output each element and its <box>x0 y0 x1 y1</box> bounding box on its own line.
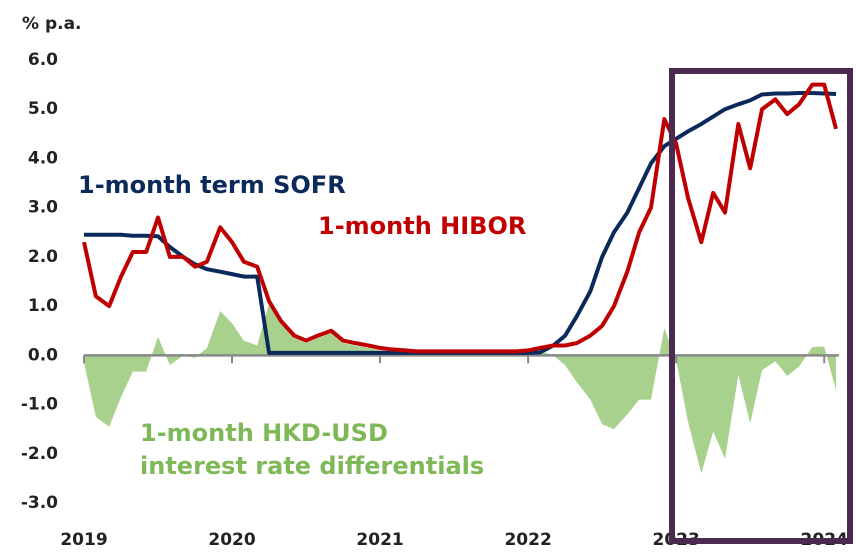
x-tick-label: 2019 <box>60 530 107 550</box>
sofr-label: 1-month term SOFR <box>78 171 346 199</box>
diff-label: 1-month HKD-USD interest rate differenti… <box>140 419 484 480</box>
y-tick-label: 6.0 <box>28 50 58 70</box>
x-tick-label: 2020 <box>208 530 255 550</box>
y-tick-label: 1.0 <box>28 296 58 316</box>
series-line <box>82 82 838 354</box>
diff-label-line: 1-month HKD-USD <box>140 419 388 447</box>
y-tick-label: 2.0 <box>28 247 58 267</box>
x-tick-label: 2022 <box>504 530 551 550</box>
line-layer <box>82 82 838 355</box>
axis-layer <box>83 354 839 364</box>
y-tick-label: 4.0 <box>28 148 58 168</box>
x-tick-label: 2021 <box>356 530 403 550</box>
area-layer <box>84 303 837 474</box>
y-tick-label: -3.0 <box>21 493 58 513</box>
y-tick-label: -1.0 <box>21 395 58 415</box>
y-tick-label: 3.0 <box>28 198 58 218</box>
highlight-box <box>669 68 853 544</box>
y-tick-label: -2.0 <box>21 444 58 464</box>
y-tick-label: 0.0 <box>28 345 58 365</box>
hibor-label: 1-month HIBOR <box>318 212 526 240</box>
differential-area <box>84 303 837 474</box>
y-tick-label: 5.0 <box>28 99 58 119</box>
diff-label-line: interest rate differentials <box>140 452 484 480</box>
y-axis-label: % p.a. <box>22 14 82 34</box>
